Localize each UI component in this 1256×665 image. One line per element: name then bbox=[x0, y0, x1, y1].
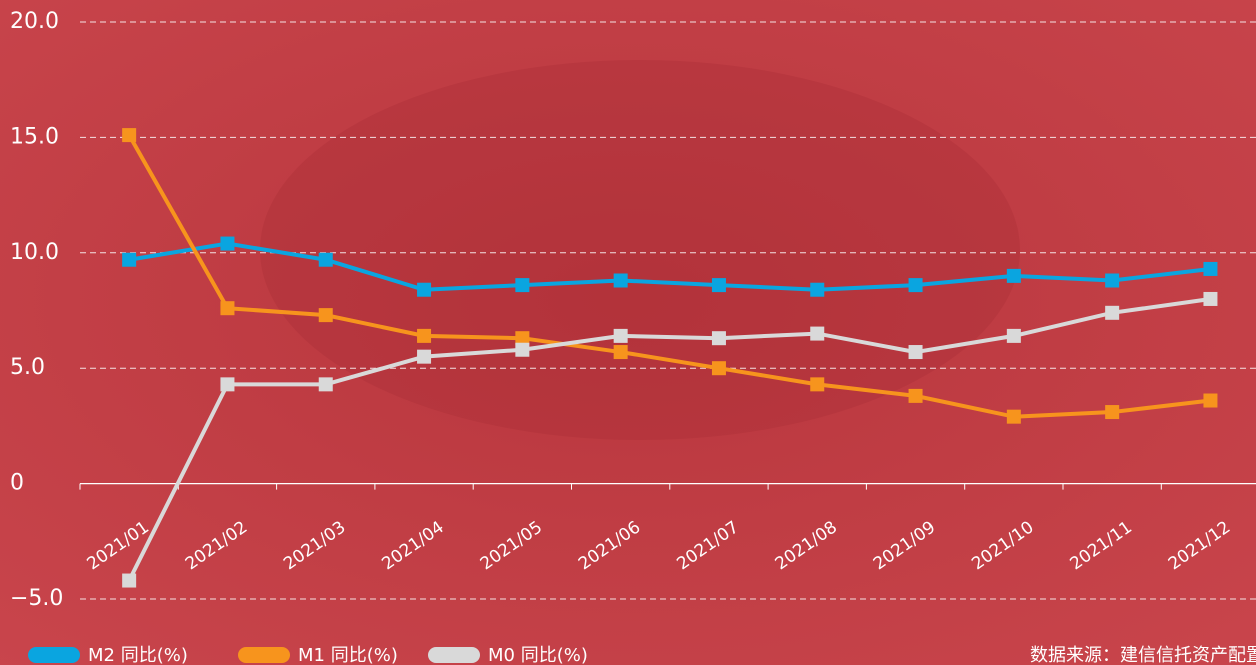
point-marker bbox=[515, 342, 530, 357]
legend-label: M2 同比(%) bbox=[88, 645, 188, 665]
point-marker bbox=[810, 326, 825, 341]
map-texture bbox=[260, 60, 1020, 440]
point-marker bbox=[613, 273, 628, 288]
point-marker bbox=[1006, 268, 1021, 283]
y-tick-label: 10.0 bbox=[10, 240, 59, 265]
point-marker bbox=[1203, 261, 1218, 276]
point-marker bbox=[417, 282, 432, 297]
point-marker bbox=[318, 252, 333, 267]
legend-swatch bbox=[28, 647, 80, 663]
series-line bbox=[128, 241, 1211, 292]
point-marker bbox=[318, 308, 333, 323]
legend-swatch bbox=[238, 647, 290, 663]
point-marker bbox=[613, 328, 628, 343]
point-marker bbox=[417, 328, 432, 343]
point-marker bbox=[122, 128, 137, 143]
point-marker bbox=[711, 331, 726, 346]
point-marker bbox=[122, 252, 137, 267]
point-marker bbox=[810, 377, 825, 392]
series-line bbox=[127, 134, 1211, 419]
point-marker bbox=[810, 282, 825, 297]
point-marker bbox=[1105, 305, 1120, 320]
point-marker bbox=[417, 349, 432, 364]
legend-label: M1 同比(%) bbox=[298, 645, 398, 665]
y-tick-label: 0 bbox=[10, 471, 24, 496]
y-tick-label: −5.0 bbox=[10, 586, 63, 611]
point-marker bbox=[613, 345, 628, 360]
y-tick-label: 15.0 bbox=[10, 124, 59, 149]
point-marker bbox=[515, 278, 530, 293]
point-marker bbox=[220, 377, 235, 392]
point-marker bbox=[1203, 393, 1218, 408]
point-marker bbox=[1006, 328, 1021, 343]
point-marker bbox=[711, 278, 726, 293]
legend-label: M0 同比(%) bbox=[488, 645, 588, 665]
point-marker bbox=[908, 278, 923, 293]
point-marker bbox=[122, 573, 137, 588]
source-note: 数据来源：建信信托资产配置 bbox=[1030, 645, 1256, 665]
point-marker bbox=[711, 361, 726, 376]
point-marker bbox=[220, 236, 235, 251]
point-marker bbox=[1006, 409, 1021, 424]
point-marker bbox=[1203, 291, 1218, 306]
y-tick-label: 5.0 bbox=[10, 355, 45, 380]
point-marker bbox=[220, 301, 235, 316]
point-marker bbox=[1105, 273, 1120, 288]
point-marker bbox=[515, 331, 530, 346]
series-line bbox=[127, 296, 1211, 582]
point-marker bbox=[908, 345, 923, 360]
point-marker bbox=[908, 388, 923, 403]
legend-swatch bbox=[428, 647, 480, 663]
point-marker bbox=[1105, 405, 1120, 420]
y-tick-label: 20.0 bbox=[10, 9, 59, 34]
point-marker bbox=[318, 377, 333, 392]
